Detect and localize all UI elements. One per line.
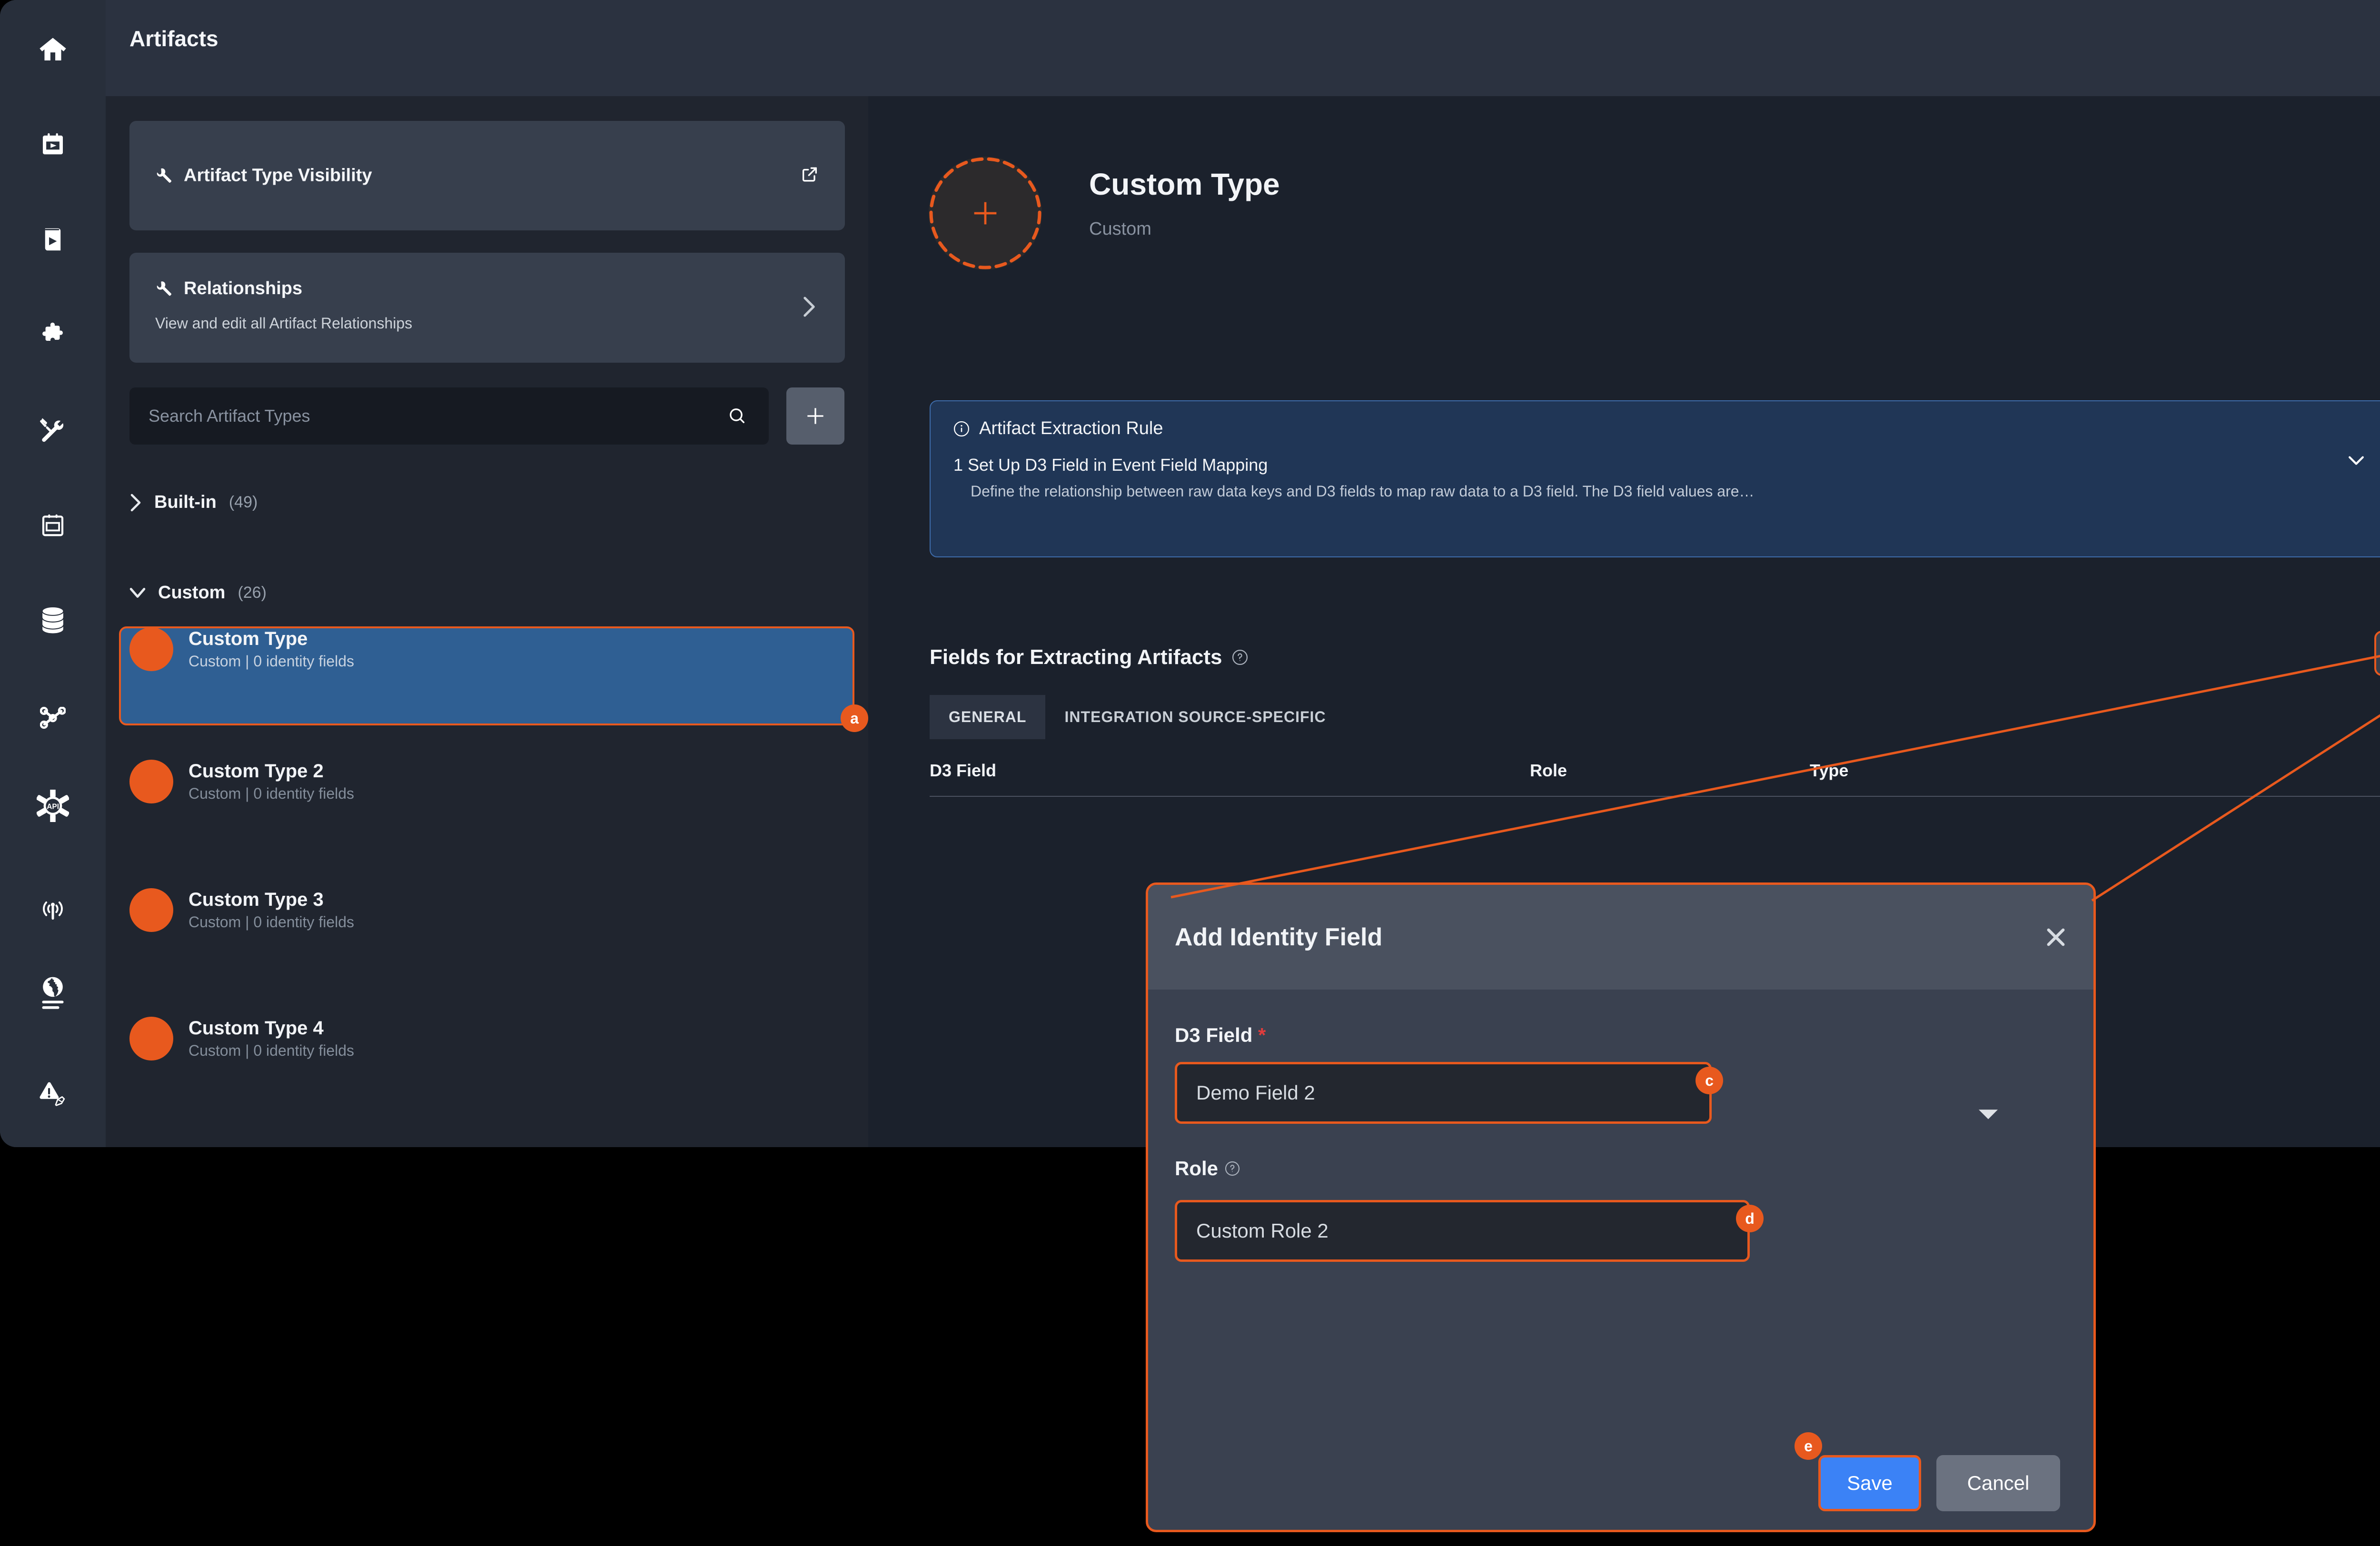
svg-text:API: API (47, 803, 59, 811)
